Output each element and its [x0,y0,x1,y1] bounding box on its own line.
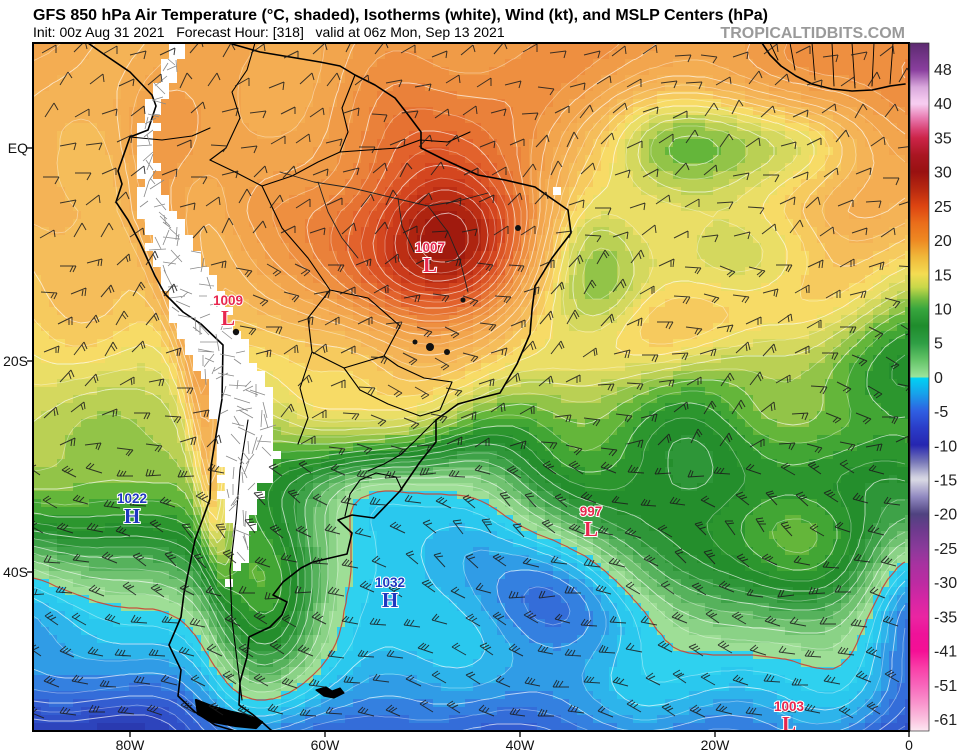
svg-text:H: H [124,504,140,528]
svg-text:20W: 20W [701,737,731,750]
svg-text:-15: -15 [934,473,957,490]
svg-text:40: 40 [934,96,952,113]
svg-text:1009: 1009 [213,293,243,308]
svg-text:15: 15 [934,267,952,284]
svg-text:80W: 80W [116,737,146,750]
svg-text:10: 10 [934,301,952,318]
svg-text:EQ: EQ [8,140,28,156]
svg-text:-51: -51 [934,678,957,695]
svg-text:-35: -35 [934,609,957,626]
svg-text:1007: 1007 [415,240,445,255]
svg-text:35: 35 [934,130,952,147]
svg-text:5: 5 [934,336,943,353]
svg-text:20: 20 [934,233,952,250]
svg-text:20S: 20S [3,353,28,369]
svg-text:-25: -25 [934,541,957,558]
svg-text:0: 0 [905,737,913,750]
svg-text:-20: -20 [934,507,957,524]
svg-text:-41: -41 [934,644,957,661]
svg-text:40S: 40S [3,564,28,580]
svg-text:1022: 1022 [117,491,147,506]
svg-text:997: 997 [580,504,603,519]
svg-text:GFS 850 hPa Air Temperature (°: GFS 850 hPa Air Temperature (°C, shaded)… [33,7,768,24]
svg-text:L: L [584,517,598,541]
svg-text:40W: 40W [506,737,536,750]
svg-text:-61: -61 [934,712,957,729]
svg-text:L: L [423,253,437,277]
svg-text:H: H [382,588,398,612]
svg-text:L: L [782,712,796,736]
svg-text:-30: -30 [934,575,957,592]
svg-text:25: 25 [934,199,952,216]
svg-text:30: 30 [934,165,952,182]
svg-text:1003: 1003 [774,699,805,714]
svg-text:48: 48 [934,62,952,79]
svg-text:TROPICALTIDBITS.COM: TROPICALTIDBITS.COM [720,25,905,42]
svg-text:-10: -10 [934,438,957,455]
svg-text:0: 0 [934,370,943,387]
svg-text:-5: -5 [934,404,948,421]
svg-text:Init: 00z Aug 31 2021 Foreca: Init: 00z Aug 31 2021 Forecast Hour: [31… [33,24,505,40]
svg-text:1032: 1032 [375,575,405,590]
svg-text:60W: 60W [311,737,341,750]
svg-text:L: L [221,306,235,330]
